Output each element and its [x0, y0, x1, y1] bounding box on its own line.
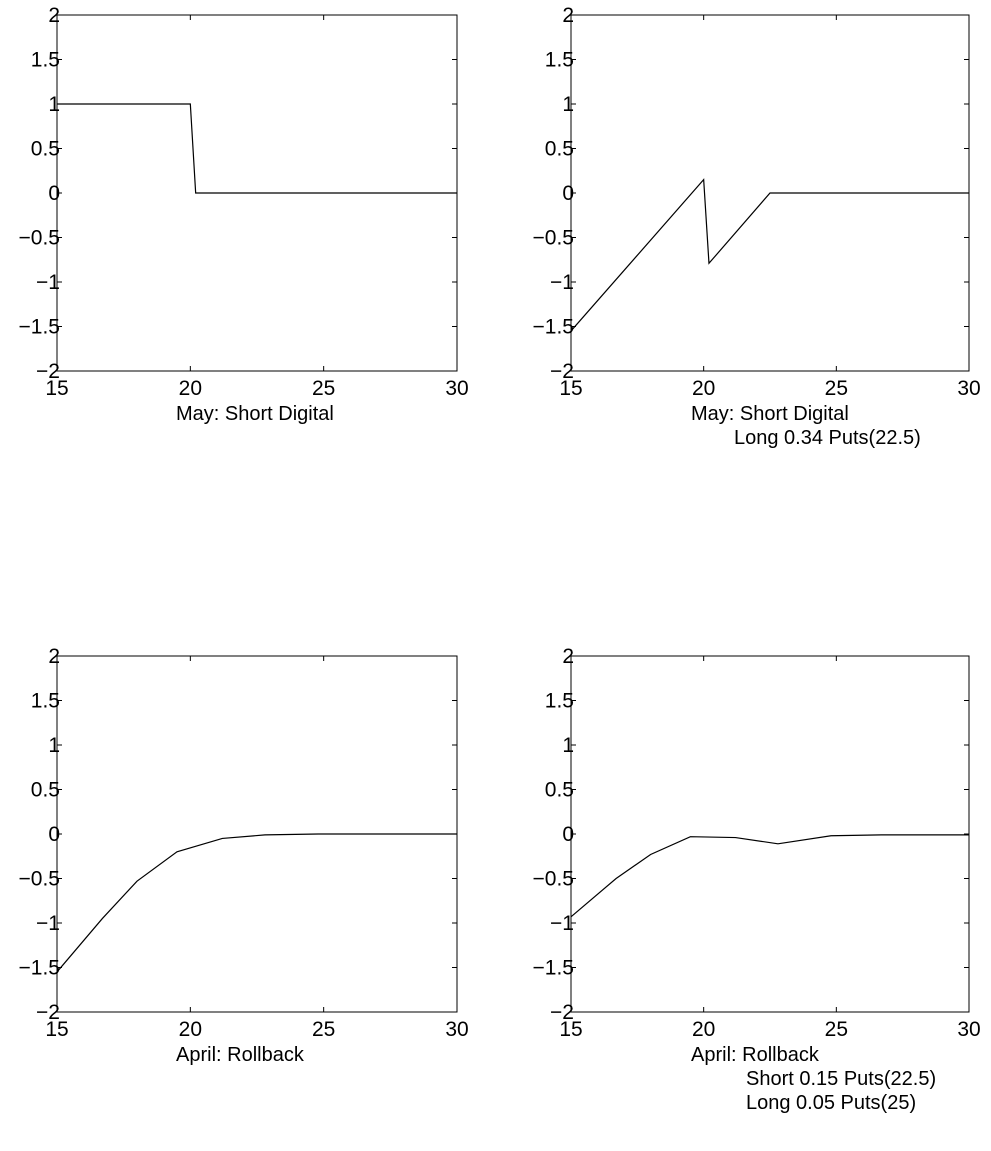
y-tick-label: −1.5 — [19, 957, 60, 980]
y-tick-label: 1 — [562, 93, 574, 116]
y-tick-label: 1 — [562, 734, 574, 757]
y-tick-label: −1 — [36, 912, 60, 935]
x-tick-label: 30 — [445, 377, 468, 400]
x-tick-label: 15 — [45, 1018, 68, 1041]
y-tick-label: −0.5 — [533, 227, 574, 250]
y-tick-label: 1 — [48, 734, 60, 757]
y-tick-label: 1.5 — [545, 49, 574, 72]
y-tick-label: −1.5 — [533, 316, 574, 339]
x-tick-label: 30 — [445, 1018, 468, 1041]
y-tick-label: −2 — [36, 1001, 60, 1024]
y-tick-label: 0 — [562, 182, 574, 205]
x-tick-label: 20 — [179, 377, 202, 400]
y-tick-label: 1.5 — [31, 49, 60, 72]
y-tick-label: −1 — [36, 271, 60, 294]
y-tick-label: −1.5 — [533, 957, 574, 980]
y-tick-label: −2 — [36, 360, 60, 383]
y-tick-label: 0 — [48, 823, 60, 846]
series-line — [56, 833, 457, 973]
x-tick-label: 20 — [179, 1018, 202, 1041]
plot-frame — [570, 655, 970, 1013]
x-tick-label: 15 — [559, 1018, 582, 1041]
y-tick-label: 2 — [562, 645, 574, 668]
x-tick-label: 30 — [957, 1018, 980, 1041]
y-tick-label: 2 — [48, 645, 60, 668]
x-tick-label: 15 — [559, 377, 582, 400]
chart-3: 2 1.5 1 0.5 0 −0.5 −1 −1.5 −215 20 25 30 April: Roll… — [19, 645, 469, 1066]
chart-2: 2 1.5 1 0.5 0 −0.5 −1 −1.5 −215 20 25 30 May: Short … — [533, 4, 981, 449]
chart-caption: May: Short Digital — [176, 403, 334, 425]
y-tick-label: −0.5 — [533, 868, 574, 891]
y-tick-label: −0.5 — [19, 227, 60, 250]
series-line — [570, 834, 969, 918]
x-tick-label: 15 — [45, 377, 68, 400]
y-tick-label: 0 — [48, 182, 60, 205]
x-tick-label: 20 — [692, 377, 715, 400]
chart-caption: April: Rollback — [691, 1044, 820, 1066]
y-tick-label: 0.5 — [31, 138, 60, 161]
chart-caption-subline: Short 0.15 Puts(22.5) — [746, 1068, 936, 1090]
x-tick-label: 20 — [692, 1018, 715, 1041]
x-tick-label: 25 — [312, 377, 335, 400]
y-tick-label: 0 — [562, 823, 574, 846]
chart-caption: May: Short Digital — [691, 403, 849, 425]
y-tick-label: 2 — [48, 4, 60, 27]
y-tick-label: 0.5 — [545, 138, 574, 161]
y-tick-label: 2 — [562, 4, 574, 27]
y-tick-label: −1 — [550, 912, 574, 935]
y-tick-label: 0.5 — [31, 779, 60, 802]
chart-caption: April: Rollback — [176, 1044, 305, 1066]
chart-caption-subline: Long 0.34 Puts(22.5) — [734, 427, 921, 449]
series-line — [570, 178, 969, 332]
chart-caption-subline: Long 0.05 Puts(25) — [746, 1092, 916, 1114]
series-line — [57, 103, 457, 194]
y-tick-label: 1.5 — [545, 690, 574, 713]
y-tick-label: −2 — [550, 1001, 574, 1024]
y-tick-label: −1.5 — [19, 316, 60, 339]
x-tick-label: 30 — [957, 377, 980, 400]
y-tick-label: −1 — [550, 271, 574, 294]
chart-1: 2 1.5 1 0.5 0 −0.5 −1 −1.5 −215 20 25 30 May: Short … — [19, 4, 469, 425]
y-tick-label: −2 — [550, 360, 574, 383]
y-tick-label: 1 — [48, 93, 60, 116]
y-tick-label: 0.5 — [545, 779, 574, 802]
x-tick-label: 25 — [312, 1018, 335, 1041]
chart-4: 2 1.5 1 0.5 0 −0.5 −1 −1.5 −215 20 25 30 April: Roll… — [533, 645, 981, 1114]
y-tick-label: −0.5 — [19, 868, 60, 891]
x-tick-label: 25 — [825, 377, 848, 400]
y-tick-label: 1.5 — [31, 690, 60, 713]
x-tick-label: 25 — [825, 1018, 848, 1041]
